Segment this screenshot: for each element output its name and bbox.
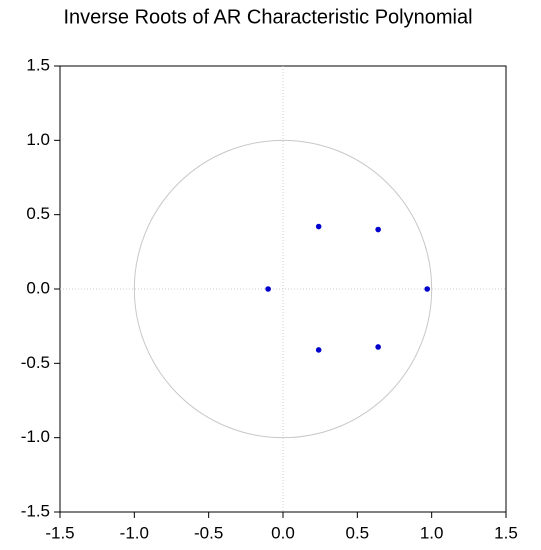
x-tick-label: 1.5 xyxy=(494,523,518,542)
y-tick-label: -0.5 xyxy=(21,353,50,372)
y-tick-label: 1.0 xyxy=(26,130,50,149)
point xyxy=(315,223,322,230)
x-tick-label: -1.5 xyxy=(45,523,74,542)
y-tick-label: -1.0 xyxy=(21,427,50,446)
point xyxy=(375,226,381,233)
y-tick-label: 0.5 xyxy=(26,204,50,223)
x-tick-label: 0.0 xyxy=(271,523,295,542)
x-tick-label: 0.5 xyxy=(346,523,370,542)
y-tick-label: 1.5 xyxy=(26,55,50,74)
x-tick-label: -1.0 xyxy=(120,523,149,542)
point xyxy=(315,347,322,353)
point xyxy=(375,344,381,350)
y-tick-label: -1.5 xyxy=(21,501,50,520)
chart-title: Inverse Roots of AR Characteristic Polyn… xyxy=(63,6,472,28)
x-tick-label: -0.5 xyxy=(194,523,223,542)
x-tick-label: 1.0 xyxy=(420,523,444,542)
point xyxy=(424,286,431,292)
y-tick-label: 0.0 xyxy=(26,278,50,297)
point xyxy=(265,286,271,292)
unit-circle xyxy=(133,139,433,439)
